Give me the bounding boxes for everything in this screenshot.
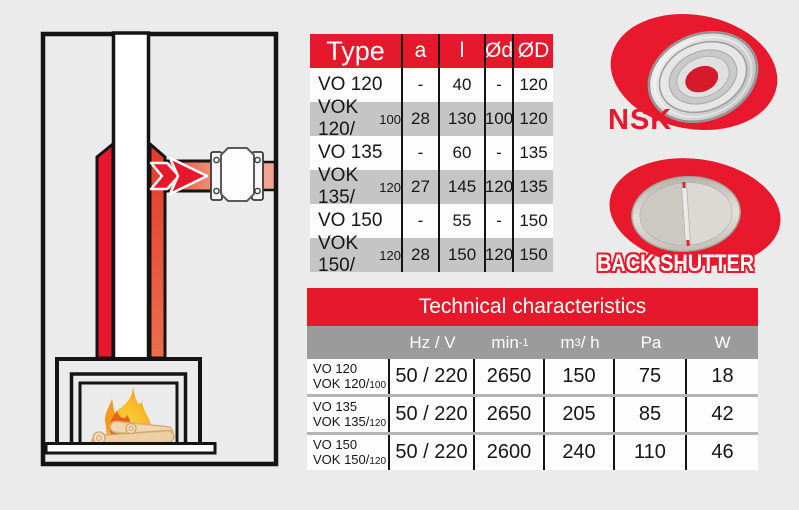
- type-name: VO 135: [318, 142, 383, 163]
- table-cell: 2650: [475, 397, 545, 432]
- type-name-cell: VO 150: [310, 204, 403, 238]
- model-name: VOK 150/120: [313, 451, 387, 467]
- type-name: VO 150: [318, 210, 383, 231]
- chimney-fan-diagram: [40, 31, 279, 467]
- table-cell: 50 / 220: [390, 359, 475, 394]
- column-header: Ød: [485, 34, 514, 68]
- table-cell: 46: [687, 435, 758, 470]
- table-cell: 42: [687, 397, 758, 432]
- table-cell: 40: [440, 68, 486, 102]
- type-name-cell: VOK 150/120: [310, 233, 403, 276]
- table-cell: 50 / 220: [390, 435, 475, 470]
- type-name-sub: 120: [379, 179, 401, 195]
- table-cell: 150: [514, 204, 553, 238]
- type-name: VOK 150/: [318, 233, 359, 276]
- fan-screws: [213, 156, 261, 195]
- table-cell: -: [403, 204, 440, 238]
- hearth: [44, 442, 217, 455]
- table-cell: -: [403, 136, 440, 170]
- product-badges: [609, 14, 781, 266]
- model-cell: VO 135 VOK 135/120: [307, 397, 390, 432]
- type-name-cell: VOK 120/100: [310, 97, 403, 140]
- column-header: a: [403, 34, 440, 68]
- table-cell: -: [403, 68, 440, 102]
- table-cell: 18: [687, 359, 758, 394]
- table-row: VO 120 VOK 120/100 50 / 220 2650 150 75 …: [307, 359, 758, 394]
- back-shutter-label: BACK SHUTTER: [597, 250, 755, 277]
- table-cell: 120: [485, 170, 514, 204]
- table-body: VO 120 VOK 120/100 50 / 220 2650 150 75 …: [307, 359, 758, 470]
- table-cell: 2600: [475, 435, 545, 470]
- nsk-label: NSK: [608, 104, 673, 136]
- column-header: min -1: [491, 332, 529, 352]
- back-shutter-image: [631, 175, 741, 253]
- table-cell: 28: [403, 238, 440, 272]
- type-name-sub: 100: [379, 111, 401, 127]
- table-cell: -: [486, 136, 514, 170]
- table-cell: 85: [615, 397, 687, 432]
- column-header: Type: [310, 34, 403, 68]
- model-cell: VO 120 VOK 120/100: [307, 359, 390, 394]
- model-cell: VO 150 VOK 150/120: [307, 435, 390, 470]
- table-cell: 150: [545, 359, 615, 394]
- table-cell: 120: [485, 238, 514, 272]
- table-cell: 100: [485, 102, 514, 136]
- type-name-sub: 120: [379, 247, 401, 263]
- type-table: Type a l Ød ØD VO 120 - 40 - 120 VOK 120…: [310, 34, 553, 276]
- type-name-cell: VO 120: [310, 68, 403, 102]
- table-cell: 27: [403, 170, 440, 204]
- table-cell: 75: [615, 359, 687, 394]
- table-cell: 135: [514, 136, 553, 170]
- column-header: W: [714, 332, 731, 352]
- technical-characteristics-table: Technical characteristics Hz / V min -1 m…: [307, 288, 758, 470]
- type-name-cell: VO 135: [310, 136, 403, 170]
- column-header: l: [440, 34, 486, 68]
- type-name: VOK 135/: [318, 165, 359, 208]
- table-cell: 50 / 220: [390, 397, 475, 432]
- column-header: [307, 326, 390, 359]
- table-row: VO 150 VOK 150/120 50 / 220 2600 240 110…: [307, 435, 758, 470]
- table-cell: 110: [615, 435, 687, 470]
- table-cell: -: [486, 204, 514, 238]
- table-cell: 145: [440, 170, 486, 204]
- duct-outlet: [260, 160, 277, 192]
- model-name: VO 150: [313, 436, 358, 452]
- table-cell: 28: [403, 102, 440, 136]
- hot-channel-left: [95, 140, 115, 360]
- table-cell: 60: [440, 136, 486, 170]
- table-cell: 120: [514, 68, 553, 102]
- table-cell: 2650: [475, 359, 545, 394]
- column-header: Pa: [640, 332, 662, 352]
- type-name: VO 120: [318, 74, 383, 95]
- table-cell: 240: [545, 435, 615, 470]
- table-cell: 150: [514, 238, 553, 272]
- model-name: VO 120: [313, 360, 358, 376]
- table-row: VO 135 VOK 135/120 50 / 220 2650 205 85 …: [307, 397, 758, 432]
- inline-fan: [210, 147, 264, 202]
- bearing-image: [647, 30, 759, 124]
- table-cell: 130: [440, 102, 486, 136]
- column-header: Hz / V: [409, 332, 456, 352]
- table-cell: 205: [545, 397, 615, 432]
- type-name: VOK 120/: [318, 97, 359, 140]
- chimney-pipe: [111, 31, 151, 362]
- model-name: VO 135: [313, 398, 358, 414]
- model-name: VOK 135/120: [313, 413, 387, 429]
- flow-arrow-icon: [149, 156, 209, 196]
- table-cell: 55: [440, 204, 486, 238]
- table-cell: 150: [440, 238, 486, 272]
- type-name-cell: VOK 135/120: [310, 165, 403, 208]
- table-cell: 120: [514, 102, 553, 136]
- column-header: ØD: [514, 34, 553, 68]
- table-cell: 135: [514, 170, 553, 204]
- model-name: VOK 120/100: [313, 375, 387, 391]
- table-title: Technical characteristics: [307, 288, 758, 326]
- table-cell: -: [486, 68, 514, 102]
